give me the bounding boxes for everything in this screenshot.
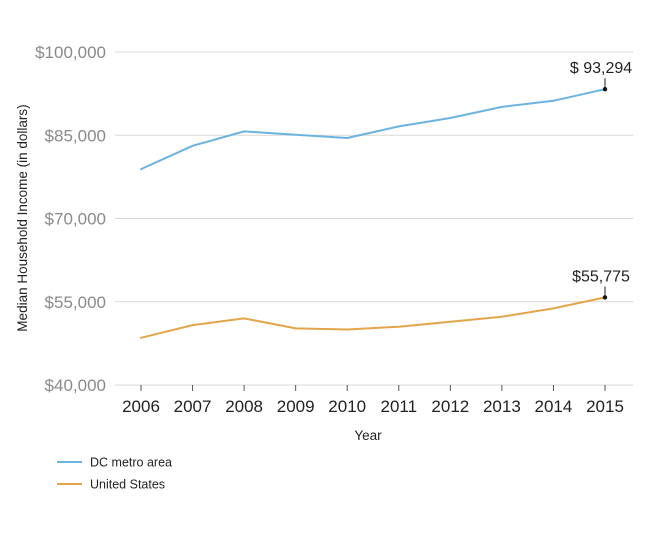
legend-label: United States <box>90 478 165 492</box>
annotations: $ 93,294 $55,775 <box>570 60 632 300</box>
x-tick-label: 2009 <box>277 397 315 416</box>
x-tick-label: 2006 <box>122 397 160 416</box>
x-axis-ticks: 2006 2007 2008 2009 2010 2011 2012 2013 2014 2015 <box>122 385 624 416</box>
series-line-dc-metro-area <box>140 88 606 171</box>
legend-label: DC metro area <box>90 456 172 470</box>
series-line-united-states <box>140 296 606 339</box>
x-tick-label: 2012 <box>431 397 469 416</box>
annotation-label: $55,775 <box>572 268 630 285</box>
annotation-point <box>602 87 608 92</box>
x-tick-label: 2015 <box>586 397 624 416</box>
x-tick-label: 2013 <box>483 397 521 416</box>
x-tick-label: 2007 <box>174 397 212 416</box>
series-lines <box>140 88 606 339</box>
x-tick-label: 2008 <box>225 397 263 416</box>
y-tick-label: $85,000 <box>45 126 106 145</box>
annotation-point <box>602 295 608 300</box>
x-tick-label: 2010 <box>328 397 366 416</box>
annotation-label: $ 93,294 <box>570 60 632 77</box>
y-tick-label: $55,000 <box>45 293 106 312</box>
x-axis-label: Year <box>354 428 382 443</box>
gridlines <box>115 51 633 386</box>
y-axis-label: Median Household Income (in dollars) <box>15 104 30 331</box>
y-tick-label: $70,000 <box>45 210 106 229</box>
y-tick-label: $40,000 <box>45 376 106 395</box>
legend: DC metro area United States <box>57 456 172 492</box>
x-tick-label: 2014 <box>535 397 573 416</box>
y-tick-label: $100,000 <box>35 43 106 62</box>
x-tick-label: 2011 <box>380 397 417 416</box>
y-axis-ticks: $40,000 $55,000 $70,000 $85,000 $100,000 <box>35 43 106 395</box>
